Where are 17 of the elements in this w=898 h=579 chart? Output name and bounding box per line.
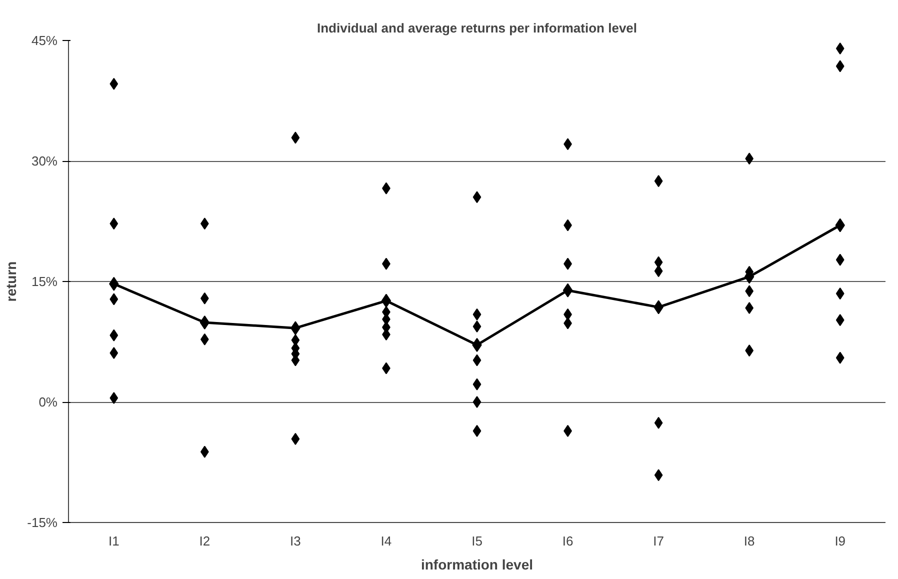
y-tick-label: 30% [31, 154, 58, 168]
x-tick-label: I6 [562, 534, 574, 548]
y-tick-label: 45% [31, 33, 58, 48]
chart-title: Individual and average returns per information level [316, 20, 638, 36]
y-tick-label: 0% [38, 394, 58, 410]
x-tick-label: I3 [290, 534, 301, 548]
x-tick-label: I5 [472, 534, 482, 548]
y-tick-label: 15% [31, 274, 58, 289]
y-tick-label: -15% [27, 515, 58, 530]
x-tick-label: I8 [744, 534, 755, 548]
x-tick-label: I1 [108, 534, 120, 548]
x-tick-label: I2 [199, 534, 210, 548]
x-tick-label: I7 [653, 534, 664, 548]
x-axis-title: information level [420, 556, 534, 572]
x-tick-label: I4 [380, 534, 392, 548]
x-tick-label: I9 [834, 534, 846, 548]
y-axis-title: return [3, 261, 20, 302]
